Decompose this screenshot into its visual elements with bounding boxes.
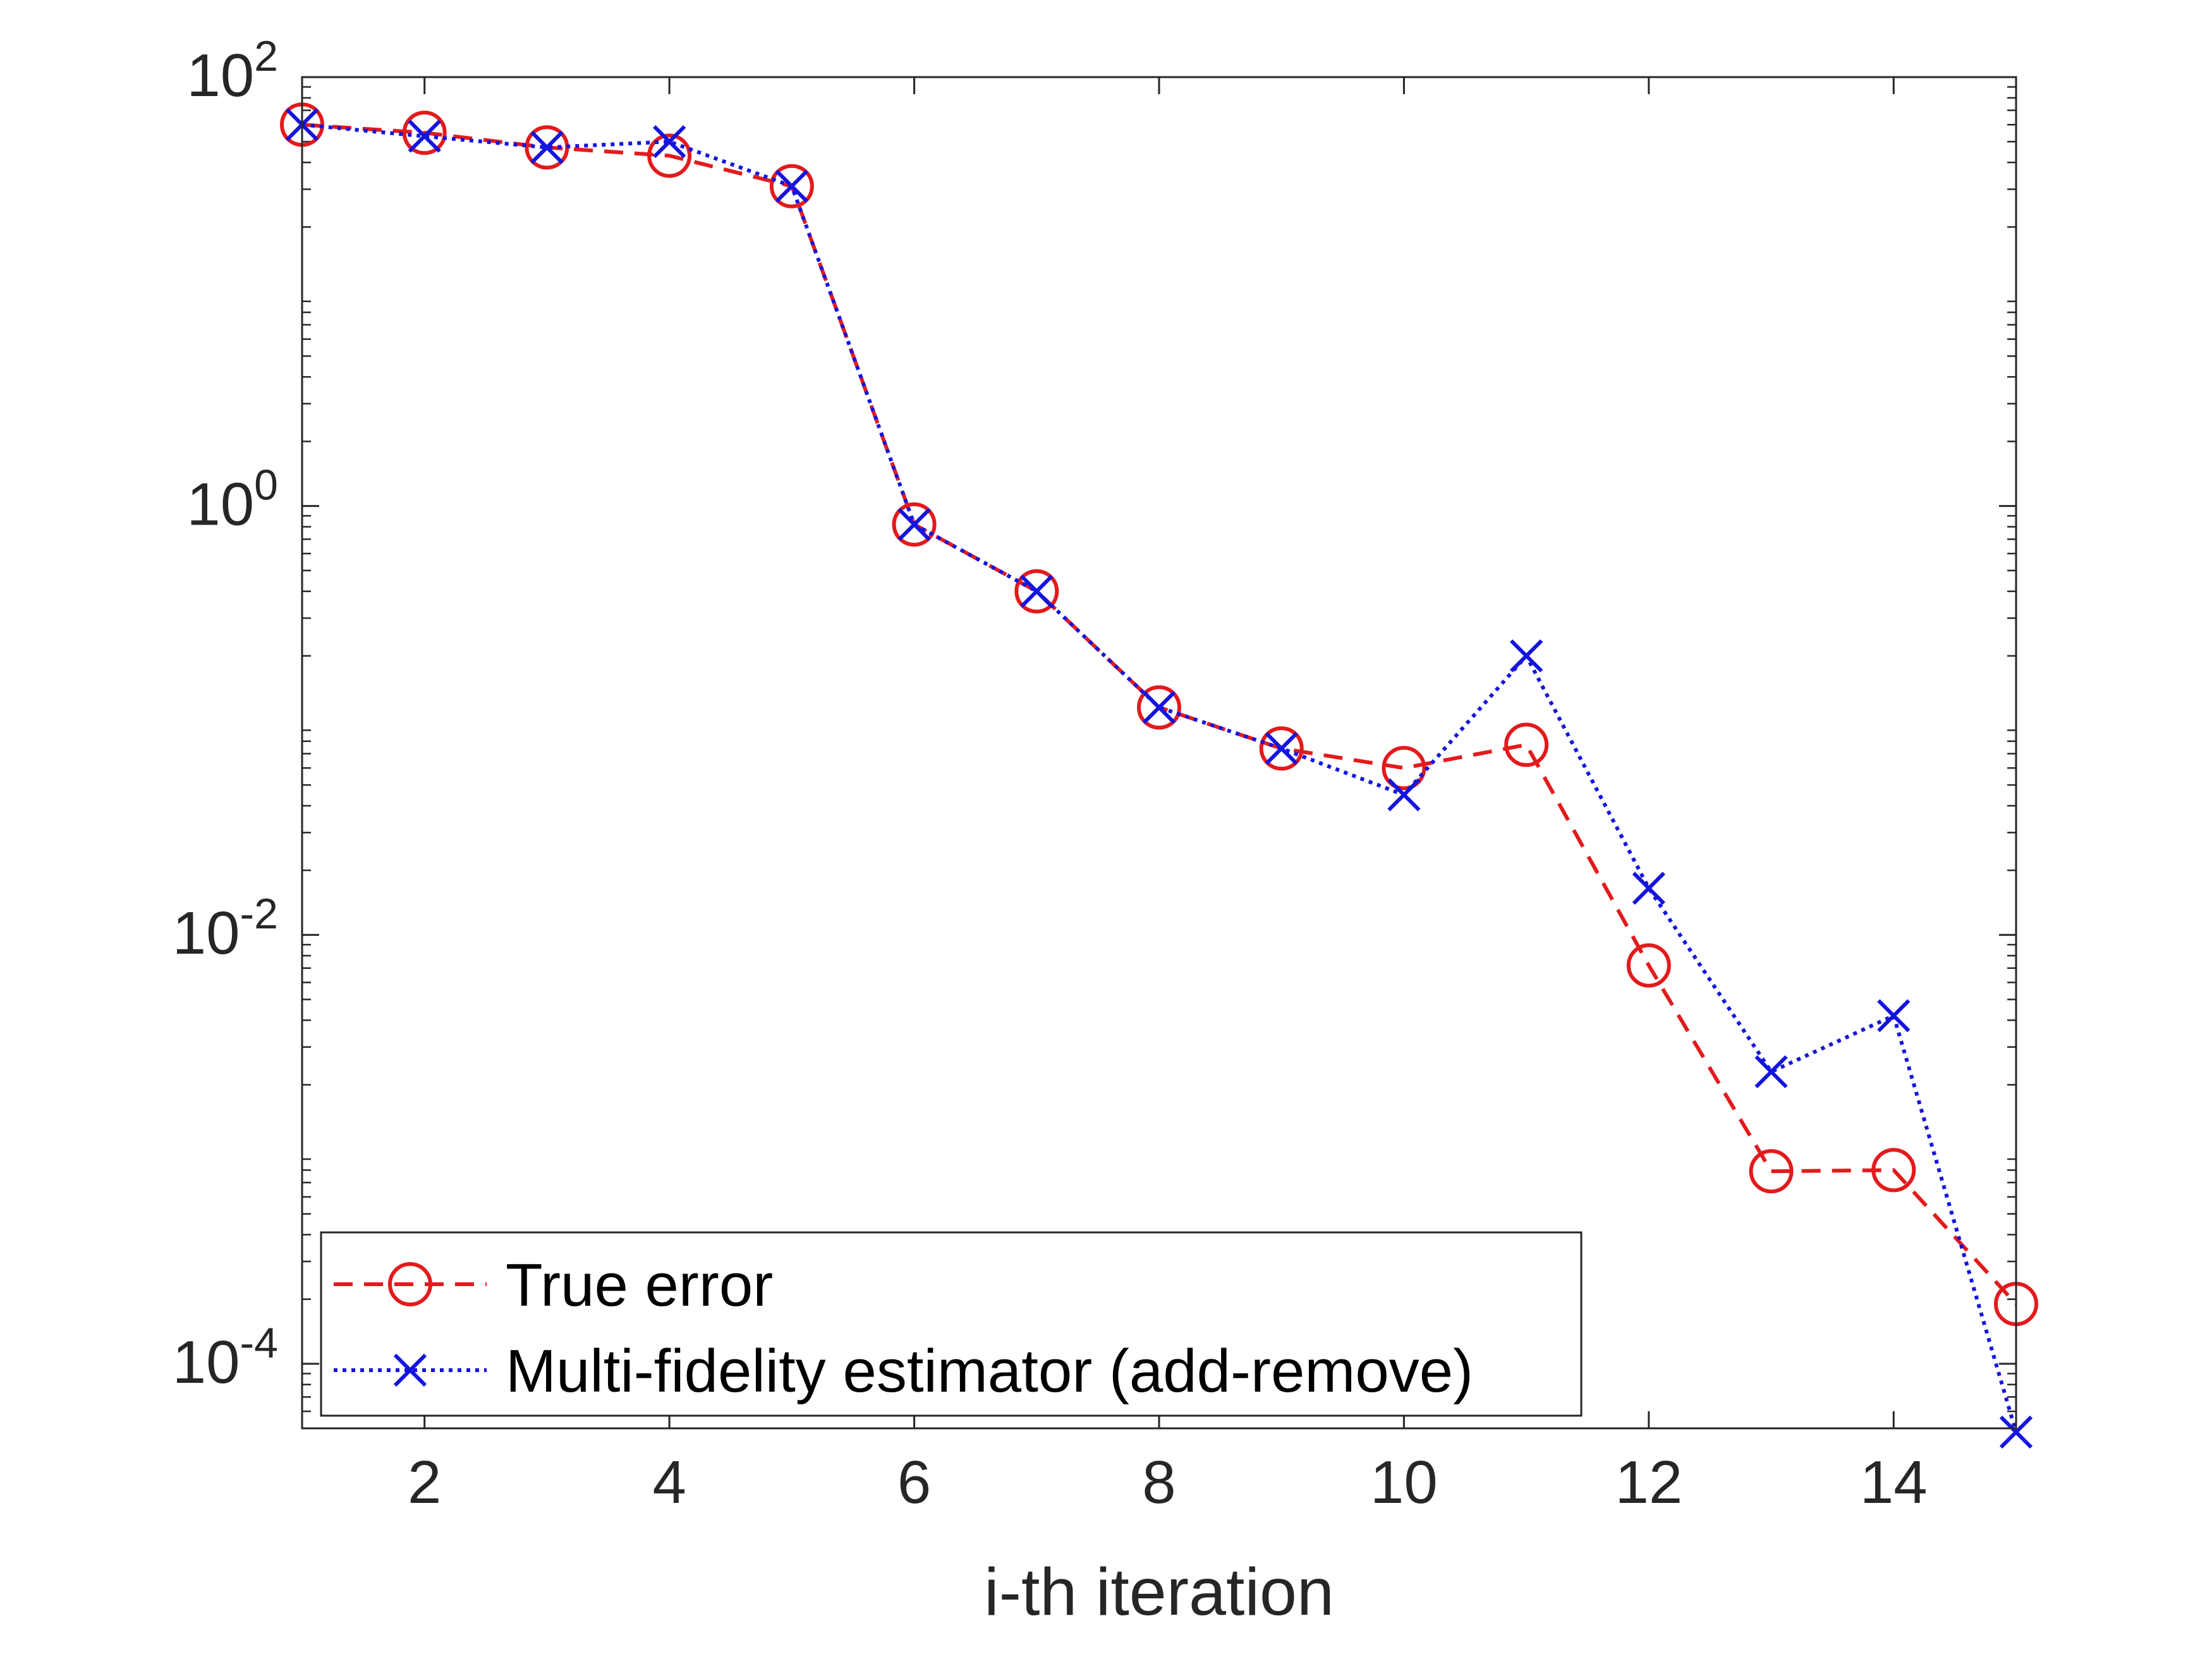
plot-area <box>302 77 2016 1428</box>
legend-entry-multi-fidelity: Multi-fidelity estimator (add-remove) <box>334 1337 1473 1405</box>
x-axis-title: i-th iteration <box>984 1555 1334 1629</box>
data-point-circle <box>1504 722 1549 767</box>
y-tick-label: 102 <box>186 32 278 109</box>
x-tick-label: 10 <box>1370 1449 1438 1516</box>
x-tick-label: 8 <box>1142 1449 1176 1516</box>
data-point-x <box>1387 778 1421 811</box>
axes-box <box>301 76 2017 1430</box>
legend-entry-true-error: True error <box>334 1251 773 1319</box>
legend-label-multi-fidelity: Multi-fidelity estimator (add-remove) <box>506 1337 1473 1405</box>
data-point-x <box>1754 1055 1788 1088</box>
legend-marker-circle <box>388 1262 432 1306</box>
data-point-circle <box>892 502 937 547</box>
data-point-x <box>1999 1415 2033 1449</box>
data-point-x <box>653 125 686 159</box>
data-point-circle <box>1382 746 1426 791</box>
data-point-circle <box>1626 943 1671 988</box>
data-point-circle <box>402 111 447 155</box>
x-tick-label: 2 <box>408 1449 441 1516</box>
x-tick-label: 14 <box>1860 1449 1928 1516</box>
data-point-circle <box>769 164 814 209</box>
data-point-x <box>408 119 441 153</box>
data-point-x <box>1877 999 1911 1033</box>
data-point-x <box>1142 691 1176 724</box>
data-point-circle <box>1259 726 1304 771</box>
data-point-x <box>530 131 564 164</box>
series-layer <box>280 102 2038 1449</box>
data-point-x <box>1632 872 1665 905</box>
legend-box <box>320 1231 1583 1417</box>
data-point-x <box>775 169 808 203</box>
y-tick-label: 10-4 <box>173 1319 278 1396</box>
legend-marker-x <box>393 1353 427 1387</box>
data-point-x <box>1020 574 1054 608</box>
data-point-x <box>1510 639 1543 672</box>
tick-labels: 2 4 6 8 10 12 14 10-4 10-2 100 102 <box>173 32 1928 1516</box>
y-tick-label: 10-2 <box>173 890 278 967</box>
data-point-circle <box>1137 685 1181 730</box>
x-tick-label: 6 <box>897 1449 931 1516</box>
legend: True error Multi-fidelity estimator (add… <box>320 1231 1583 1417</box>
legend-label-true-error: True error <box>506 1251 773 1319</box>
data-point-circle <box>1014 569 1059 614</box>
data-point-circle <box>1749 1149 1794 1194</box>
data-point-x <box>1265 732 1298 765</box>
series-line-1 <box>301 123 2018 1433</box>
data-point-circle <box>647 133 692 178</box>
x-tick-label: 12 <box>1615 1449 1682 1516</box>
y-tick-label: 100 <box>186 461 278 538</box>
data-point-x <box>897 507 931 541</box>
x-tick-label: 4 <box>652 1449 686 1516</box>
data-point-circle <box>1871 1148 1916 1193</box>
